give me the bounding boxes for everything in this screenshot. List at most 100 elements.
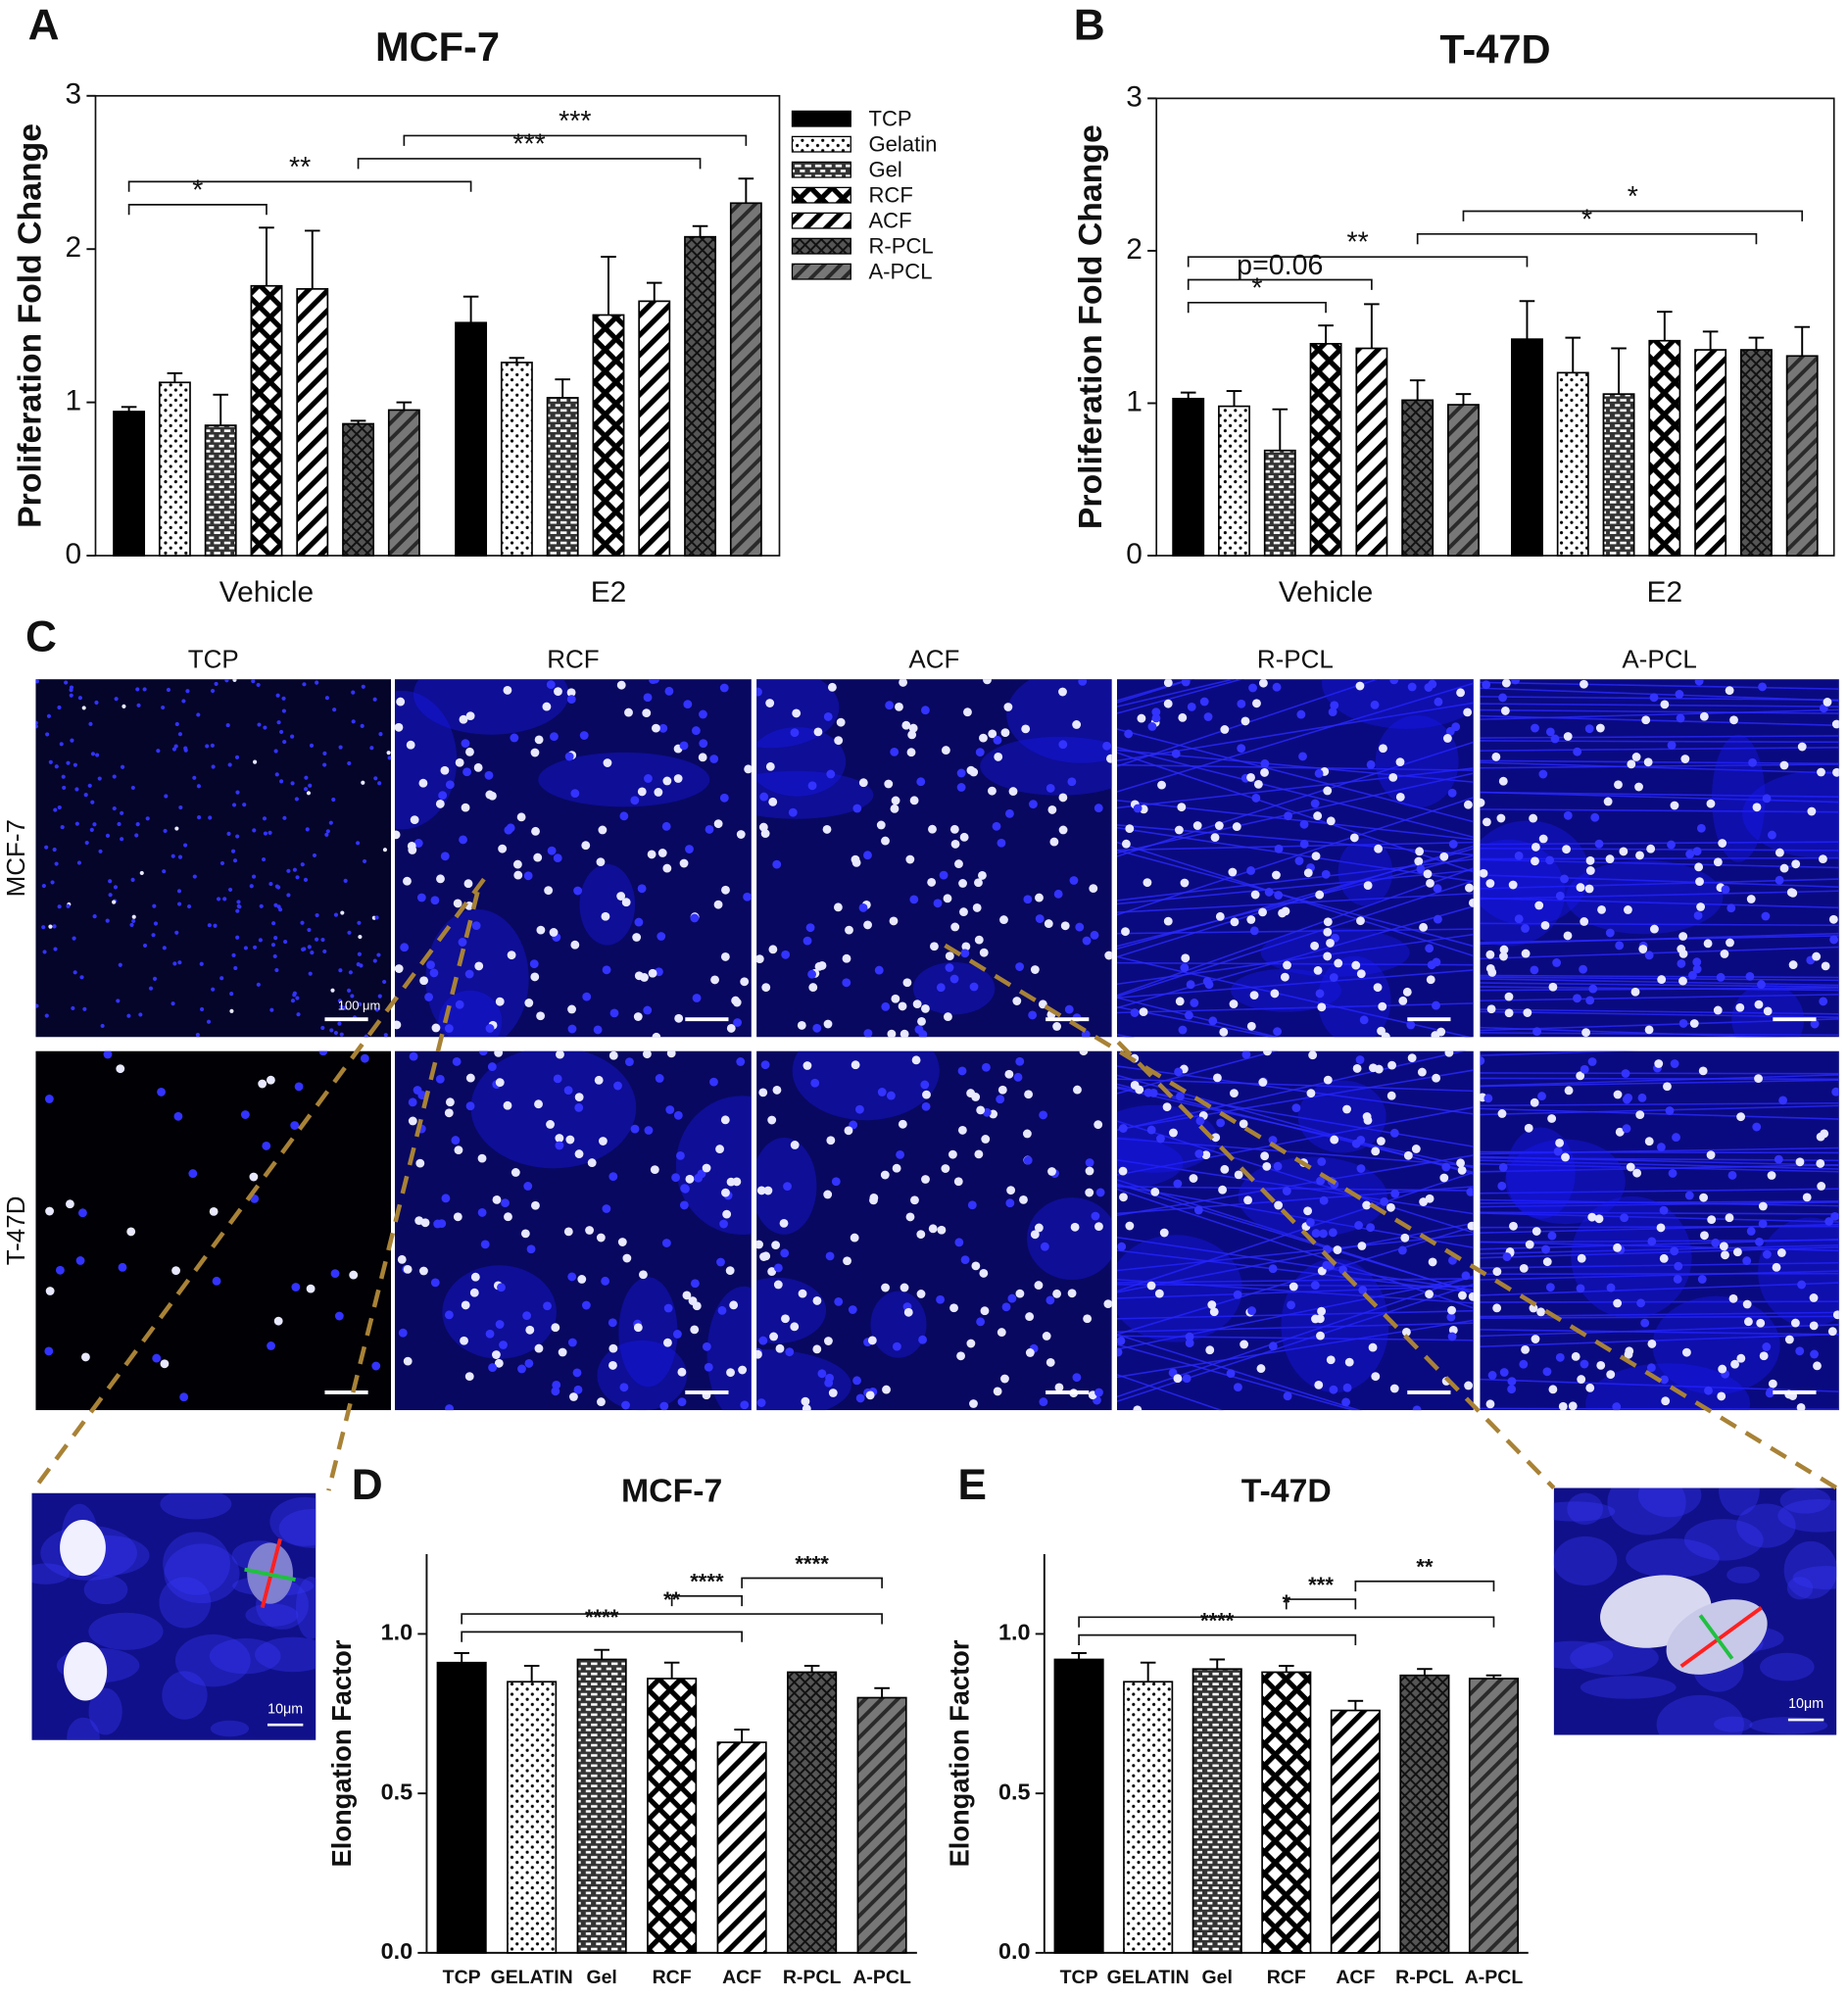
x-tick-label: Vehicle bbox=[1279, 576, 1373, 609]
legend-label: RCF bbox=[868, 182, 912, 207]
y-tick-label: 0.0 bbox=[381, 1938, 413, 1964]
x-tick-label: RCF bbox=[1267, 1967, 1306, 1988]
bar bbox=[1172, 397, 1205, 557]
bar bbox=[1785, 355, 1819, 557]
significance-label: **** bbox=[1200, 1608, 1235, 1633]
legend-swatch bbox=[791, 110, 851, 127]
x-tick-label: RCF bbox=[653, 1967, 692, 1988]
significance-bracket bbox=[1416, 232, 1758, 245]
significance-bracket bbox=[1285, 1598, 1357, 1610]
column-label: ACF bbox=[908, 645, 959, 674]
error-bar bbox=[167, 371, 183, 383]
error-bar bbox=[454, 1651, 469, 1663]
error-bar bbox=[1519, 300, 1535, 340]
significance-bracket bbox=[127, 204, 267, 216]
x-tick-label: E2 bbox=[591, 576, 627, 609]
bar bbox=[1401, 399, 1435, 557]
error-bar bbox=[1364, 303, 1380, 349]
error-bar bbox=[874, 1686, 890, 1698]
x-tick-label: GELATIN bbox=[1107, 1967, 1190, 1988]
legend-swatch bbox=[791, 263, 851, 280]
bar bbox=[1602, 393, 1635, 557]
bar bbox=[1739, 349, 1773, 557]
bar bbox=[729, 202, 762, 557]
significance-label: **** bbox=[690, 1570, 724, 1594]
error-bar bbox=[1071, 1651, 1087, 1660]
significance-label: * bbox=[1251, 272, 1262, 304]
significance-bracket bbox=[1078, 1633, 1357, 1646]
error-bar bbox=[1226, 390, 1242, 407]
column-label: RCF bbox=[547, 645, 599, 674]
significance-bracket bbox=[741, 1577, 883, 1588]
error-bar bbox=[1278, 1664, 1294, 1673]
x-tick-label: TCP bbox=[1060, 1967, 1098, 1988]
y-tick-label: 0.5 bbox=[998, 1779, 1030, 1804]
connector bbox=[326, 891, 480, 1491]
y-tick-label: 1.0 bbox=[998, 1620, 1030, 1645]
x-tick-label: Vehicle bbox=[219, 576, 314, 609]
legend-swatch bbox=[791, 186, 851, 204]
micrograph bbox=[1116, 1050, 1474, 1411]
y-tick-label: 0 bbox=[1126, 538, 1143, 570]
panel-label: C bbox=[25, 612, 57, 660]
error-bar bbox=[304, 229, 320, 289]
error-bar bbox=[692, 224, 708, 237]
error-bar bbox=[1417, 1668, 1433, 1676]
error-bar bbox=[350, 419, 366, 424]
error-bar bbox=[509, 357, 525, 363]
significance-label: * bbox=[1581, 204, 1592, 235]
legend-swatch bbox=[791, 237, 851, 255]
significance-bracket bbox=[461, 1613, 883, 1625]
bar bbox=[576, 1658, 627, 1954]
y-axis-label: Elongation Factor bbox=[945, 1639, 975, 1867]
bar bbox=[1511, 338, 1543, 557]
legend-label: R-PCL bbox=[868, 233, 933, 258]
significance-bracket bbox=[127, 180, 472, 192]
y-tick-label: 1 bbox=[1126, 385, 1143, 417]
x-tick-label: E2 bbox=[1647, 576, 1683, 609]
bar bbox=[1123, 1681, 1174, 1954]
y-tick-label: 1.0 bbox=[381, 1620, 413, 1645]
inset-micrograph bbox=[1553, 1487, 1837, 1735]
bar bbox=[647, 1678, 698, 1954]
bar bbox=[296, 288, 329, 557]
y-axis-label: Proliferation Fold Change bbox=[1072, 124, 1109, 529]
panel-label: B bbox=[1074, 2, 1105, 50]
bar bbox=[250, 284, 283, 557]
significance-bracket bbox=[1187, 301, 1327, 314]
legend-label: A-PCL bbox=[868, 259, 932, 283]
bar bbox=[1309, 342, 1342, 557]
bar bbox=[856, 1696, 907, 1954]
panel-label: D bbox=[352, 1461, 383, 1509]
significance-bracket bbox=[1462, 210, 1804, 221]
scale-bar-label: 10μm bbox=[1788, 1696, 1824, 1712]
error-bar bbox=[121, 406, 137, 412]
y-tick-label: 1 bbox=[66, 385, 82, 417]
significance-bracket bbox=[1078, 1616, 1495, 1628]
x-tick-label: R-PCL bbox=[1395, 1967, 1454, 1988]
bar bbox=[1261, 1671, 1312, 1954]
y-axis-label: Proliferation Fold Change bbox=[11, 123, 48, 528]
connector bbox=[30, 877, 486, 1492]
error-bar bbox=[1347, 1699, 1364, 1711]
error-bar bbox=[1565, 336, 1581, 373]
x-tick-label: A-PCL bbox=[1465, 1967, 1524, 1988]
legend-label: Gel bbox=[868, 157, 901, 181]
bar bbox=[592, 314, 625, 557]
significance-label: p=0.06 bbox=[1237, 250, 1323, 281]
scale-bar-label: 100 μm bbox=[338, 999, 381, 1013]
error-bar bbox=[734, 1729, 750, 1743]
bar bbox=[204, 424, 237, 557]
x-tick-label: Gel bbox=[1202, 1967, 1233, 1988]
error-bar bbox=[663, 1661, 680, 1679]
bar bbox=[638, 300, 671, 557]
chart-title: T-47D bbox=[1439, 26, 1550, 73]
chart-title: MCF-7 bbox=[375, 24, 500, 70]
bar bbox=[684, 235, 717, 557]
row-label: T-47D bbox=[1, 1196, 30, 1266]
error-bar bbox=[555, 378, 570, 398]
plot-frame bbox=[94, 94, 781, 557]
bar bbox=[787, 1671, 838, 1954]
